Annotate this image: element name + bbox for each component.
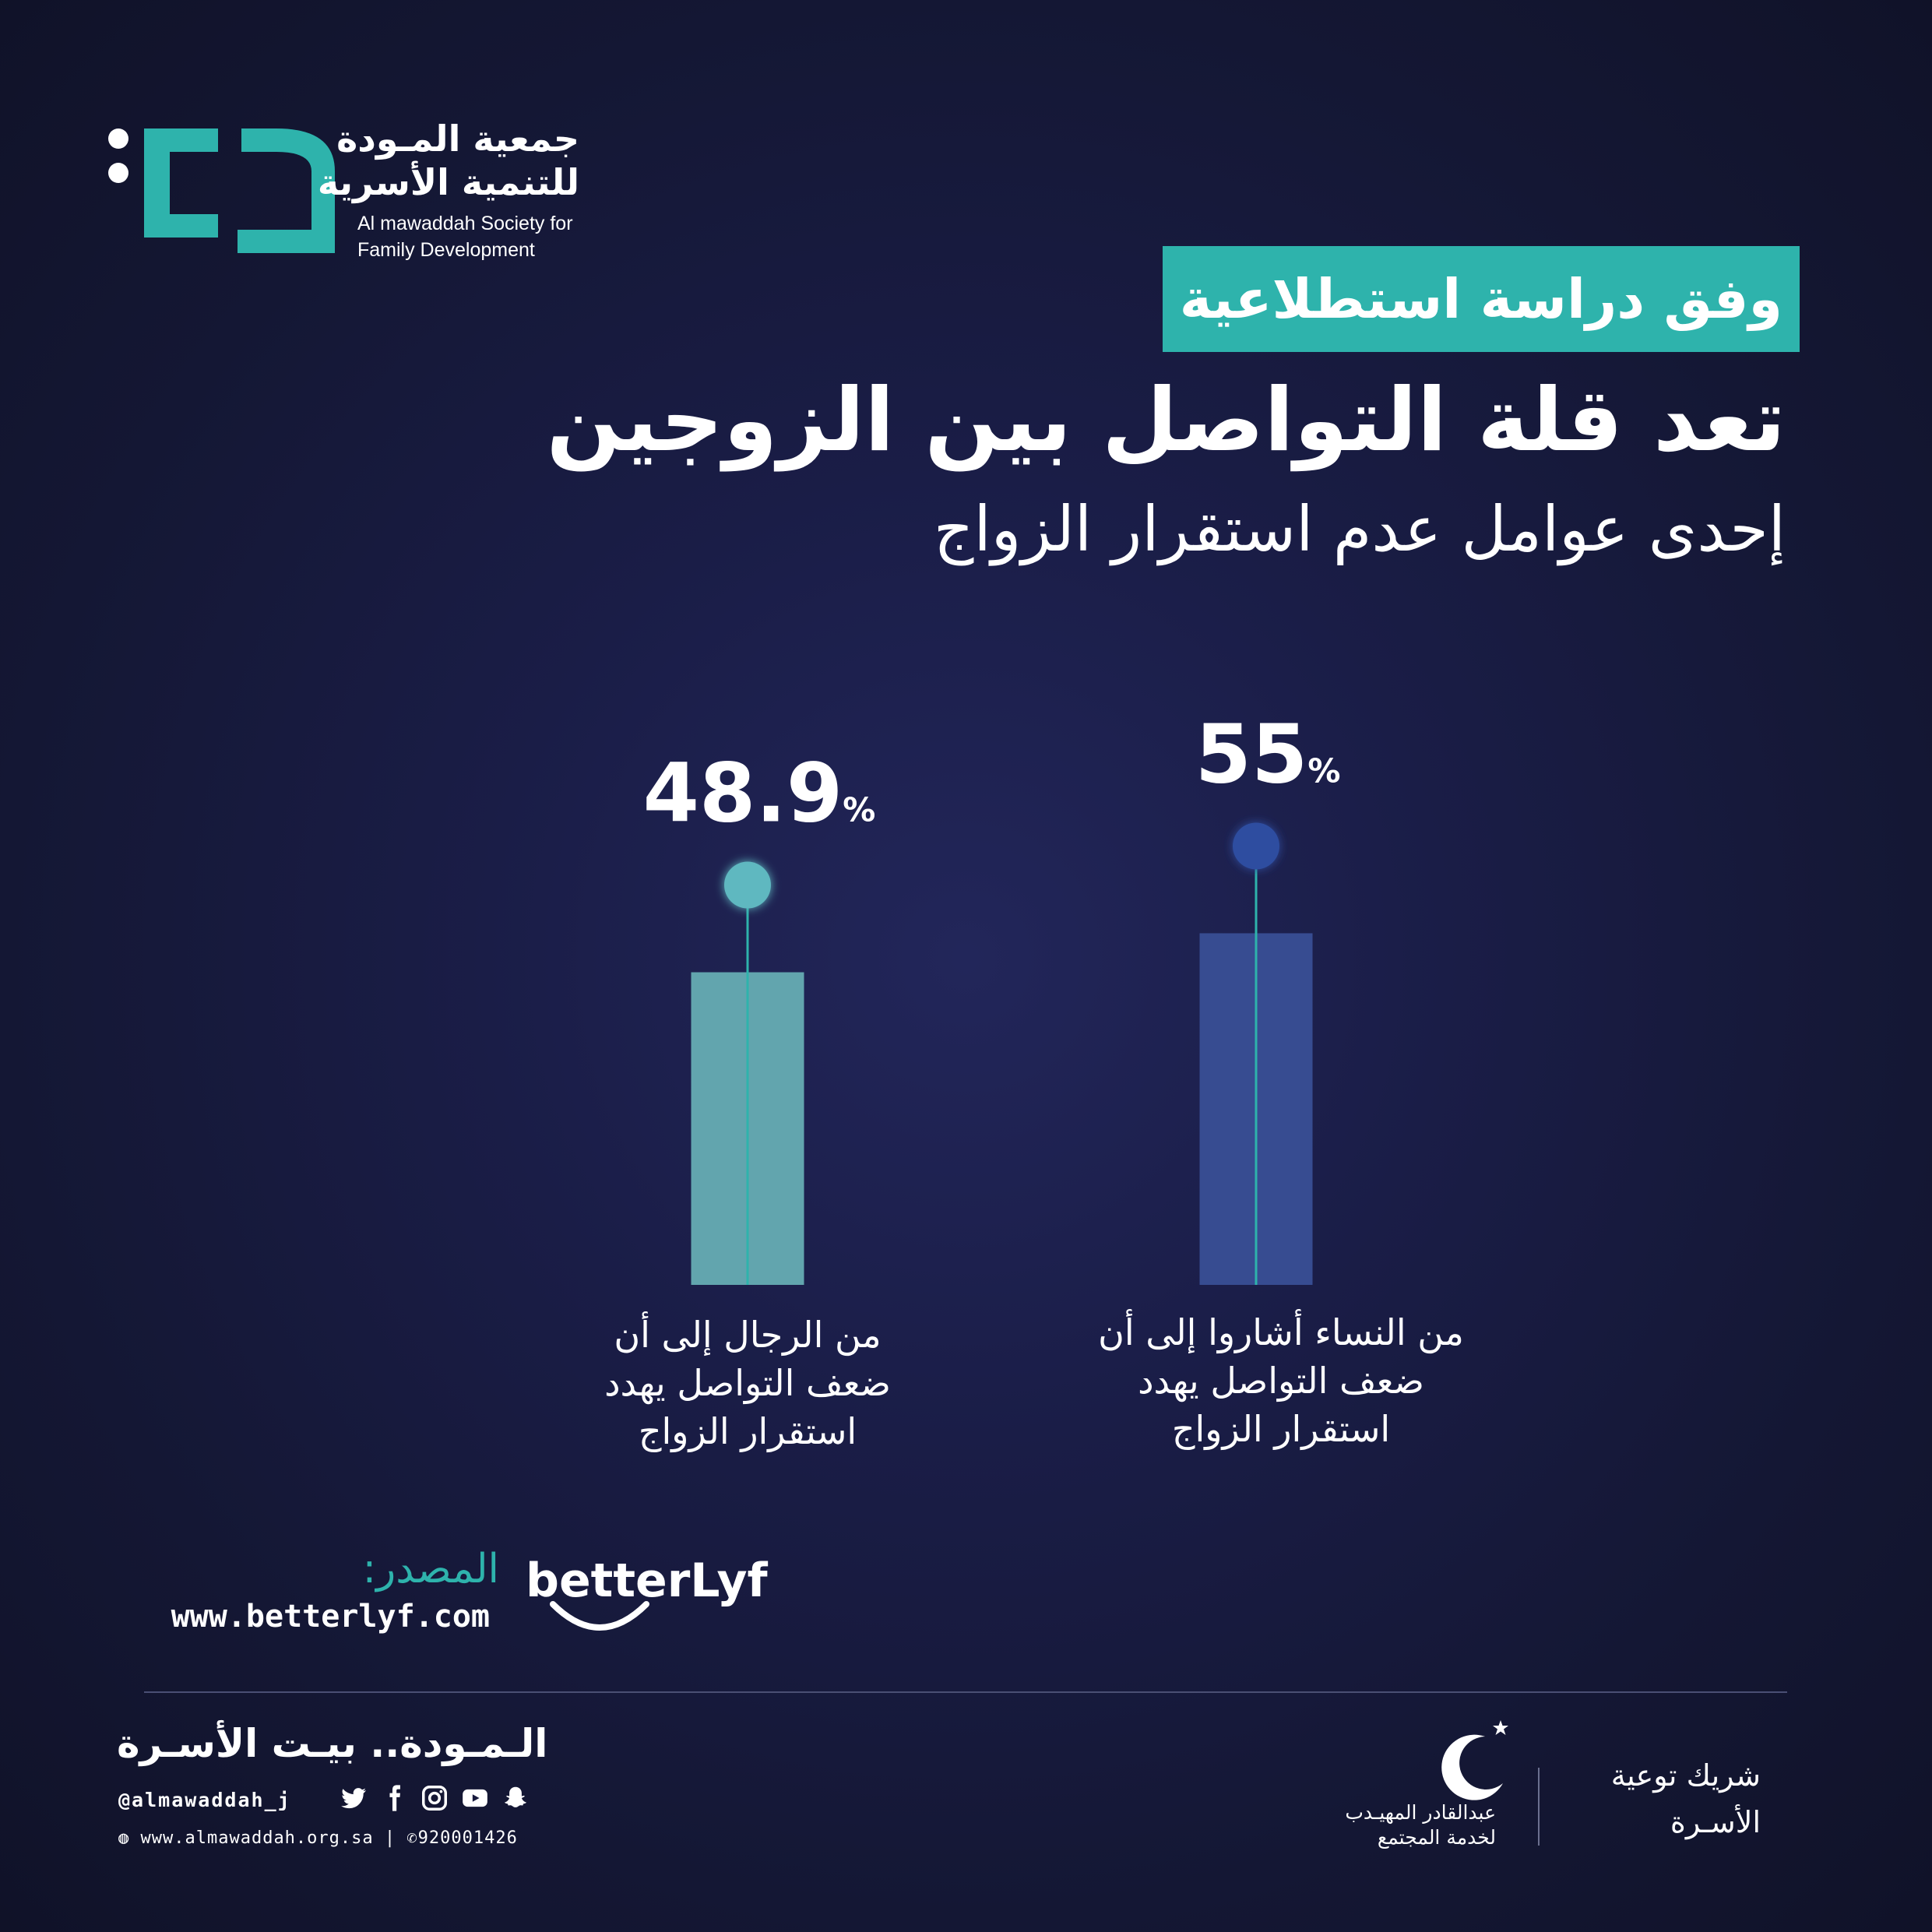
logo-name-english-line2: Family Development (357, 239, 535, 261)
twitter-icon[interactable] (339, 1783, 368, 1813)
subheadline: إحدى عوامل عدم استقرار الزواج (933, 493, 1786, 565)
bar-value-label-0: 48.9% (643, 746, 876, 841)
bar-marker-1 (1233, 822, 1279, 870)
partner-label-line2: الأسـرة (1670, 1805, 1761, 1839)
caption-men: من الرجال إلى أن ضعف التواصل يهدد استقرا… (514, 1311, 981, 1455)
logo-name-english-line1: Al mawaddah Society for (357, 213, 573, 234)
globe-icon: ◍ (118, 1828, 141, 1848)
footer-phone[interactable]: 920001426 (417, 1828, 518, 1848)
sponsor-name-line1: عبدالقادر المهيـدب (1345, 1801, 1496, 1824)
facebook-icon[interactable] (379, 1783, 409, 1813)
youtube-icon[interactable] (460, 1783, 490, 1813)
bar-value-number-1: 55 (1195, 706, 1308, 801)
survey-tag-text: وفق دراسة استطلاعية (1179, 267, 1782, 331)
source-label: المصدر: (362, 1546, 499, 1592)
logo-name-arabic-line1: جمعية المـودة (336, 118, 579, 160)
bar-marker-0 (724, 861, 771, 909)
logo-mark (108, 128, 335, 253)
caption-women-line3: استقرار الزواج (1171, 1408, 1391, 1450)
footer-divider (144, 1691, 1787, 1693)
betterlyf-logo: betterLyf (526, 1554, 768, 1608)
betterlyf-smile-icon (550, 1601, 649, 1631)
contact-line: ◍ www.almawaddah.org.sa | ✆920001426 (118, 1828, 518, 1848)
crescent-moon-icon (1441, 1720, 1508, 1800)
source-url[interactable]: www.betterlyf.com (171, 1599, 490, 1635)
separator: | (373, 1828, 407, 1848)
phone-icon: ✆ (406, 1828, 418, 1848)
snapchat-icon[interactable] (501, 1783, 530, 1813)
sponsor-name-line2: لخدمة المجتمع (1377, 1826, 1496, 1849)
logo-name-arabic-line2: للتنمية الأسرية (317, 161, 579, 203)
social-handle[interactable]: @almawaddah_j (118, 1789, 291, 1811)
caption-women-line2: ضعف التواصل يهدد (1138, 1360, 1424, 1402)
bar-value-unit-0: % (843, 791, 875, 829)
caption-men-line2: ضعف التواصل يهدد (604, 1362, 891, 1404)
headline: تعد قلة التواصل بين الزوجين (546, 370, 1786, 471)
caption-women-line1: من النساء أشاروا إلى أن (1098, 1311, 1464, 1353)
bar-value-unit-1: % (1307, 751, 1340, 790)
footer-vertical-divider (1538, 1768, 1540, 1846)
survey-tag: وفق دراسة استطلاعية (1162, 246, 1800, 352)
footer-website[interactable]: www.almawaddah.org.sa (140, 1828, 374, 1848)
partner-label-line1: شريك توعية (1610, 1758, 1761, 1793)
bar-value-label-1: 55% (1195, 706, 1341, 801)
caption-men-line3: استقرار الزواج (638, 1410, 857, 1452)
instagram-icon[interactable] (420, 1783, 449, 1813)
bar-value-number-0: 48.9 (643, 746, 843, 841)
caption-men-line1: من الرجال إلى أن (614, 1314, 882, 1356)
caption-women: من النساء أشاروا إلى أن ضعف التواصل يهدد… (1047, 1308, 1515, 1453)
footer-slogan: الـمـودة.. بيـت الأسـرة (117, 1721, 548, 1766)
social-icons (339, 1783, 530, 1813)
